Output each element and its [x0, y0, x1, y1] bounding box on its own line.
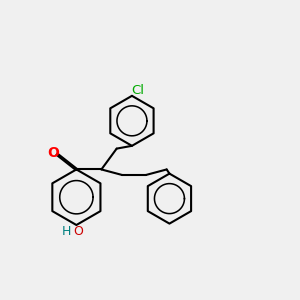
Text: O: O: [73, 225, 83, 239]
Text: Cl: Cl: [131, 84, 144, 97]
Text: H: H: [62, 225, 71, 239]
Text: O: O: [47, 146, 59, 160]
